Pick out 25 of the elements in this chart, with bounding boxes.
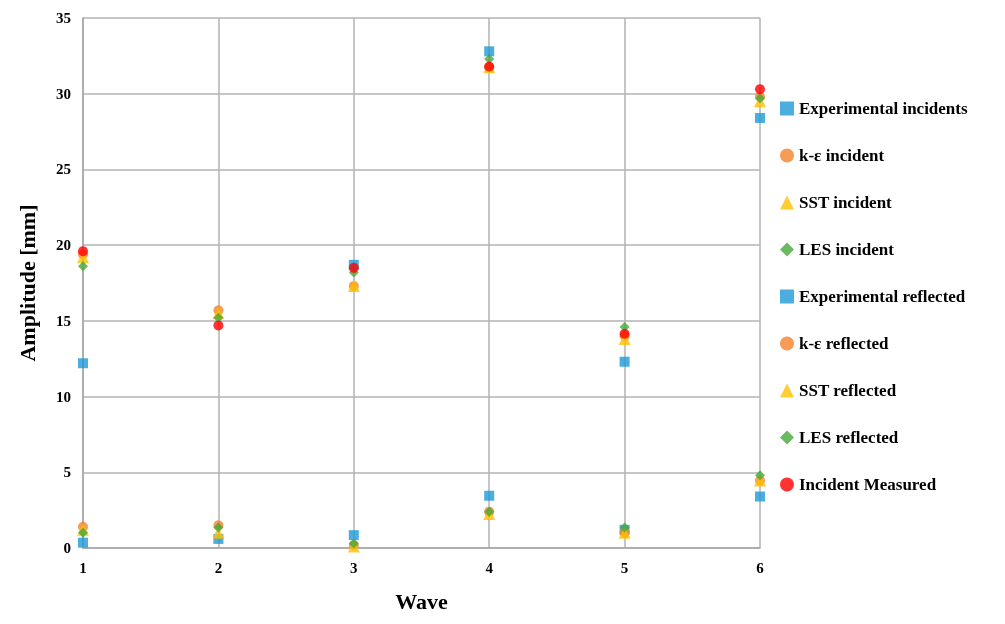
x-axis-title: Wave [395,588,448,614]
y-axis-title: Amplitude [mm] [14,204,40,362]
legend-label: Experimental incidents [799,99,968,118]
legend-label: SST reflected [799,381,897,400]
y-tick-label: 30 [56,85,71,102]
y-tick-label: 0 [63,540,71,556]
x-tick-label: 5 [620,559,629,576]
y-tick-label: 20 [56,237,71,254]
y-tick-label: 10 [56,388,71,405]
legend-label: Incident Measured [799,475,937,494]
legend-label: LES incident [799,240,895,259]
legend-label: k-ε reflected [799,334,890,353]
y-tick-label: 15 [56,312,71,329]
legend-label: LES reflected [799,428,899,447]
legend-label: SST incident [799,193,893,212]
y-tick-label: 35 [56,10,71,26]
legend-label: k-ε incident [799,146,885,165]
x-tick-label: 4 [485,559,494,576]
y-tick-label: 25 [56,161,71,178]
legend-label: Experimental reflected [799,287,966,306]
x-tick-label: 2 [214,559,223,576]
x-tick-label: 1 [79,559,87,576]
y-tick-label: 5 [63,464,71,481]
x-tick-label: 6 [756,559,765,576]
x-tick-label: 3 [350,559,358,576]
